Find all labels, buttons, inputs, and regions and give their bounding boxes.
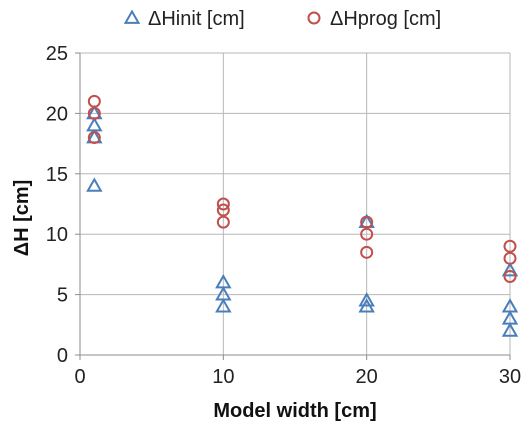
circle-point: [360, 245, 374, 259]
circle-point: [87, 106, 101, 120]
y-tick-label: 5: [57, 285, 68, 307]
x-tick-label: 10: [212, 366, 234, 388]
legend: ΔHinit [cm] ΔHprog [cm]: [123, 8, 441, 30]
circle-point: [503, 251, 517, 265]
x-tick-label: 0: [74, 366, 85, 388]
circle-point: [503, 269, 517, 283]
circle-point: [216, 197, 230, 211]
x-tick-label: 30: [499, 366, 521, 388]
x-tick-label: 20: [356, 366, 378, 388]
triangle-point: [501, 310, 519, 325]
circle-point: [216, 203, 230, 217]
series-1: [86, 104, 519, 337]
triangle-point: [358, 292, 375, 307]
circle-point: [216, 215, 230, 229]
y-axis-title: ΔH [cm]: [11, 180, 33, 257]
triangle-point: [501, 261, 519, 277]
legend-item: ΔHinit [cm]: [123, 8, 245, 30]
circle-point: [360, 227, 374, 241]
y-tick-label: 20: [46, 103, 68, 125]
legend-triangle-marker: [123, 9, 141, 24]
triangle-point: [86, 177, 103, 192]
y-tick-label: 25: [46, 43, 68, 65]
x-axis-title: Model width [cm]: [213, 400, 376, 422]
y-tick-label: 0: [57, 345, 68, 367]
axes: [75, 52, 511, 360]
circle-point: [503, 239, 517, 253]
legend-label: ΔHinit [cm]: [148, 8, 245, 30]
legend-circle-marker: [307, 11, 321, 25]
y-tick-label: 15: [46, 164, 68, 186]
legend-item: ΔHprog [cm]: [307, 8, 441, 30]
y-tick-label: 10: [46, 224, 68, 246]
circle-point: [87, 131, 101, 145]
triangle-point: [501, 298, 519, 313]
triangle-point: [215, 298, 232, 313]
gridlines: [80, 52, 511, 355]
triangle-point: [215, 286, 232, 301]
circle-point: [360, 215, 374, 229]
legend-label: ΔHprog [cm]: [330, 8, 441, 30]
triangle-point: [215, 274, 232, 289]
tick-labels: 0 5 10 15 20 25 0 10 20 30: [46, 43, 521, 388]
circle-point: [87, 94, 101, 108]
triangle-point: [86, 116, 103, 132]
data-points: [86, 94, 519, 337]
series-2: [87, 94, 517, 283]
triangle-point: [501, 322, 519, 337]
